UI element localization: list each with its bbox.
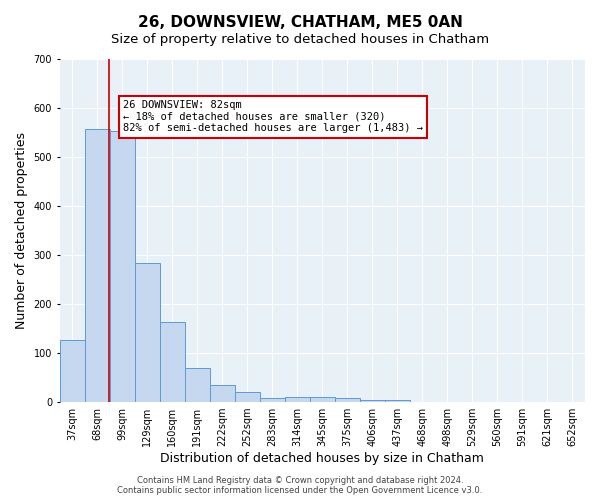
Y-axis label: Number of detached properties: Number of detached properties: [15, 132, 28, 329]
X-axis label: Distribution of detached houses by size in Chatham: Distribution of detached houses by size …: [160, 452, 484, 465]
Text: 26, DOWNSVIEW, CHATHAM, ME5 0AN: 26, DOWNSVIEW, CHATHAM, ME5 0AN: [137, 15, 463, 30]
Bar: [185, 368, 210, 402]
Text: 26 DOWNSVIEW: 82sqm
← 18% of detached houses are smaller (320)
82% of semi-detac: 26 DOWNSVIEW: 82sqm ← 18% of detached ho…: [123, 100, 423, 134]
Bar: [310, 397, 335, 402]
Bar: [360, 400, 385, 402]
Bar: [235, 392, 260, 402]
Bar: [85, 129, 110, 402]
Bar: [135, 263, 160, 402]
Bar: [285, 397, 310, 402]
Bar: [160, 322, 185, 402]
Bar: [335, 398, 360, 402]
Bar: [59, 340, 85, 402]
Text: Size of property relative to detached houses in Chatham: Size of property relative to detached ho…: [111, 32, 489, 46]
Bar: [260, 398, 285, 402]
Text: Contains HM Land Registry data © Crown copyright and database right 2024.
Contai: Contains HM Land Registry data © Crown c…: [118, 476, 482, 495]
Bar: [210, 386, 235, 402]
Bar: [110, 131, 135, 402]
Bar: [385, 400, 410, 402]
